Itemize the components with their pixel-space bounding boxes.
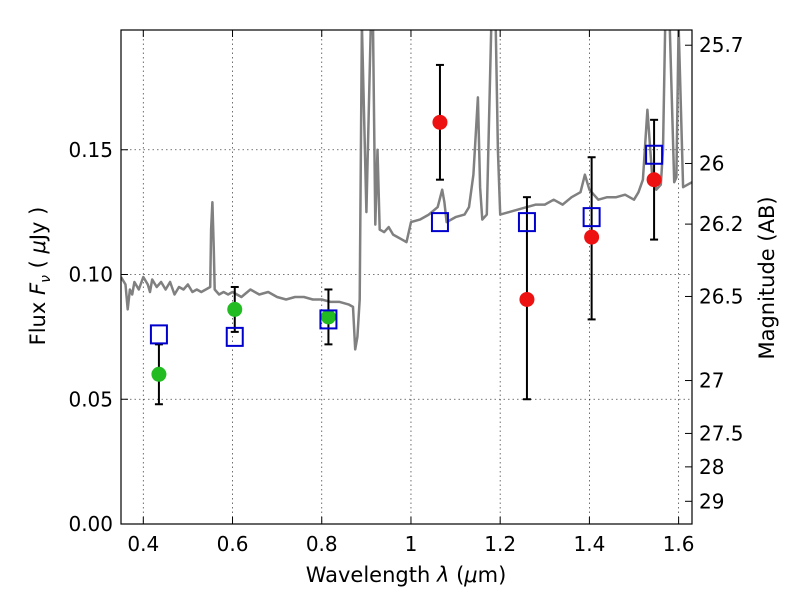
model-photometry-point <box>225 326 244 347</box>
magnitude-tick-label: 26.5 <box>699 284 744 308</box>
x-tick-label: 0.6 <box>217 532 249 556</box>
magnitude-tick-label: 27 <box>699 369 724 393</box>
spectrum-line <box>121 30 692 351</box>
magnitude-tick-label: 26 <box>699 151 724 175</box>
model-photometry-point <box>645 144 664 165</box>
spectrum-layer <box>121 30 692 351</box>
magnitude-tick-label: 27.5 <box>699 421 744 445</box>
magnitude-axis-title: Magnitude (AB) <box>755 196 779 359</box>
observed-point <box>151 366 167 382</box>
model-photometry-point <box>582 207 601 228</box>
model-photometry-point <box>319 309 338 330</box>
x-axis-title: Wavelength λ (μm) <box>306 563 507 587</box>
magnitude-tick-label: 26.2 <box>699 212 744 236</box>
x-axis-ticks: 0.4 0.6 0.8 1 1.2 1.4 1.6 <box>127 30 695 556</box>
y-tick-label: 0.15 <box>68 138 113 162</box>
y-tick-label: 0.00 <box>68 512 113 536</box>
magnitude-tick-label: 25.7 <box>699 33 744 57</box>
y-tick-label: 0.05 <box>68 387 113 411</box>
marker-layer <box>149 114 664 382</box>
x-tick-label: 0.4 <box>127 532 159 556</box>
model-photometry-point <box>149 324 168 345</box>
observed-point <box>646 172 662 188</box>
x-tick-label: 0.8 <box>306 532 338 556</box>
magnitude-tick-label: 28 <box>699 455 724 479</box>
grid-lines <box>121 30 692 524</box>
x-tick-label: 1.2 <box>484 532 516 556</box>
y-axis-title: Flux Fν ( μJy ) <box>26 207 54 346</box>
y-axis-ticks: 0.00 0.05 0.10 0.15 <box>68 138 128 536</box>
observed-point <box>320 309 336 325</box>
magnitude-axis-ticks: 25.7 26 26.2 26.5 27 27.5 28 29 <box>685 33 744 513</box>
observed-point <box>584 229 600 245</box>
plot-frame <box>120 29 693 525</box>
x-tick-label: 1 <box>405 532 418 556</box>
x-tick-label: 1.6 <box>663 532 695 556</box>
magnitude-tick-label: 29 <box>699 489 724 513</box>
plot-area <box>121 30 692 524</box>
observed-point <box>432 114 448 130</box>
y-tick-label: 0.10 <box>68 263 113 287</box>
x-tick-label: 1.4 <box>573 532 605 556</box>
observed-point <box>519 291 535 307</box>
model-photometry-point <box>430 212 449 233</box>
observed-point <box>227 301 243 317</box>
model-photometry-point <box>517 212 536 233</box>
